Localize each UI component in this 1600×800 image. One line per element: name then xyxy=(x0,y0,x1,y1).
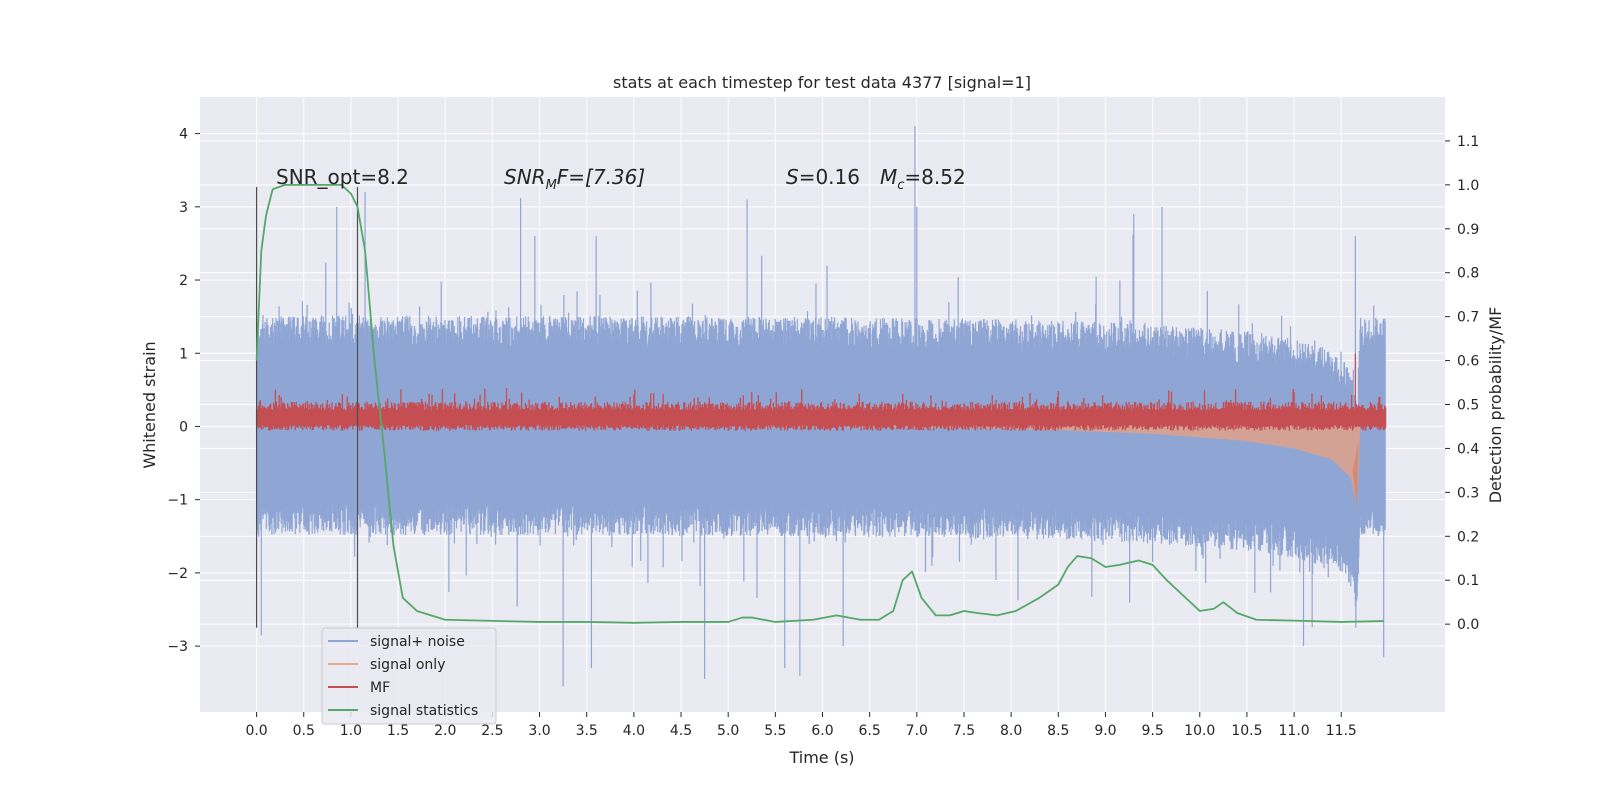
snr-mf-rest: F=[7.36] xyxy=(557,165,645,189)
legend-label-mf: MF xyxy=(370,680,390,696)
y-right-tick-label: 0.7 xyxy=(1457,310,1479,326)
x-tick-label: 2.0 xyxy=(434,723,456,739)
y-axis-left-label: Whitened strain xyxy=(140,341,159,468)
legend-label-signal-statistics: signal statistics xyxy=(370,703,478,719)
y-right-tick-label: 1.1 xyxy=(1457,134,1479,150)
x-tick-label: 10.0 xyxy=(1184,723,1215,739)
mc-main: M xyxy=(880,165,897,189)
x-tick-label: 5.5 xyxy=(764,723,786,739)
x-tick-label: 4.5 xyxy=(670,723,692,739)
x-tick-label: 3.0 xyxy=(528,723,550,739)
y-left-tick-label: −3 xyxy=(167,639,188,655)
y-left-tick-label: 4 xyxy=(179,127,188,143)
y-left-tick-label: −1 xyxy=(167,493,188,509)
x-tick-label: 9.0 xyxy=(1094,723,1116,739)
y-left-tick-label: −2 xyxy=(167,566,188,582)
y-right-tick-label: 0.6 xyxy=(1457,354,1479,370)
legend-label-signal-noise: signal+ noise xyxy=(370,634,465,650)
x-tick-label: 10.5 xyxy=(1231,723,1262,739)
y-right-tick-label: 0.3 xyxy=(1457,485,1479,501)
legend-box xyxy=(321,627,497,725)
legend: signal+ noise signal only MF signal stat… xyxy=(321,627,497,725)
x-tick-label: 5.0 xyxy=(717,723,739,739)
legend-label-signal-only: signal only xyxy=(370,657,445,673)
s-main: S xyxy=(786,165,799,189)
x-tick-label: 7.0 xyxy=(906,723,928,739)
x-tick-label: 4.0 xyxy=(623,723,645,739)
axis-ticks: 0.0 0.5 1.0 1.5 2.0 2.5 3.0 3.5 4.0 4.5 5.0 5.5 6.0 6… xyxy=(167,127,1479,739)
x-tick-label: 3.5 xyxy=(576,723,598,739)
y-left-tick-label: 1 xyxy=(179,346,188,362)
x-axis-label: Time (s) xyxy=(788,748,854,767)
x-tick-label: 1.5 xyxy=(387,723,409,739)
snr-mf-annotation: SNRMF=[7.36] xyxy=(504,165,645,193)
chart-title: stats at each timestep for test data 437… xyxy=(613,73,1031,92)
y-left-tick-label: 3 xyxy=(179,200,188,216)
x-tick-label: 0.0 xyxy=(245,723,267,739)
y-right-tick-label: 0.0 xyxy=(1457,617,1479,633)
snr-opt-annotation: SNR_opt=8.2 xyxy=(276,165,409,189)
x-tick-label: 7.5 xyxy=(953,723,975,739)
y-right-tick-label: 0.1 xyxy=(1457,573,1479,589)
y-left-tick-label: 2 xyxy=(179,273,188,289)
snr-mf-sub: M xyxy=(546,178,557,193)
x-tick-label: 6.5 xyxy=(859,723,881,739)
x-tick-label: 1.0 xyxy=(340,723,362,739)
y-right-tick-label: 0.2 xyxy=(1457,529,1479,545)
signal-statistics-series xyxy=(255,183,1384,624)
y-axis-right-label: Detection probability/MF xyxy=(1486,307,1505,504)
s-rest: =0.16 xyxy=(799,165,860,189)
mc-annotation: Mc=8.52 xyxy=(880,165,966,193)
x-tick-label: 2.5 xyxy=(481,723,503,739)
s-annotation: S=0.16 xyxy=(786,165,860,189)
x-tick-label: 11.5 xyxy=(1326,723,1357,739)
x-tick-label: 9.5 xyxy=(1141,723,1163,739)
y-right-tick-label: 0.9 xyxy=(1457,222,1479,238)
mc-rest: =8.52 xyxy=(904,165,965,189)
mc-sub: c xyxy=(897,178,904,193)
signal-only-merger-dip xyxy=(1352,441,1359,507)
y-right-tick-label: 0.5 xyxy=(1457,398,1479,414)
x-tick-label: 11.0 xyxy=(1279,723,1310,739)
x-tick-label: 8.5 xyxy=(1047,723,1069,739)
y-right-tick-label: 0.4 xyxy=(1457,441,1479,457)
x-tick-label: 6.0 xyxy=(811,723,833,739)
vertical-markers xyxy=(255,187,359,628)
signal-statistics-line xyxy=(255,183,1384,624)
y-left-tick-label: 0 xyxy=(179,419,188,435)
x-tick-label: 0.5 xyxy=(293,723,315,739)
snr-mf-main: SNR xyxy=(504,165,546,189)
y-right-tick-label: 0.8 xyxy=(1457,266,1479,282)
y-right-tick-label: 1.0 xyxy=(1457,178,1479,194)
x-tick-label: 8.0 xyxy=(1000,723,1022,739)
